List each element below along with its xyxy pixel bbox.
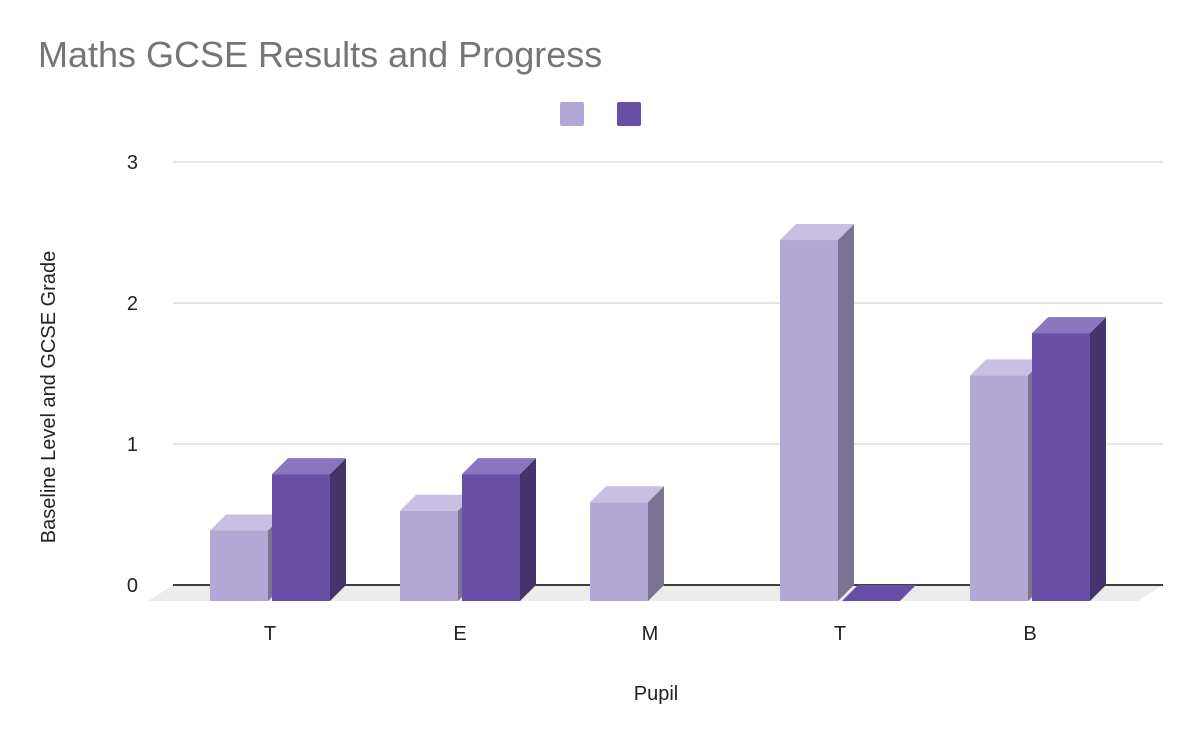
bar-front: [210, 530, 268, 601]
bar-top: [462, 458, 536, 475]
x-tick-label: M: [642, 623, 659, 645]
bar-front: [970, 375, 1028, 601]
y-tick-label: 2: [127, 293, 138, 315]
bar-side: [520, 458, 536, 601]
y-axis-title: Baseline Level and GCSE Grade: [38, 251, 60, 543]
chart-title: Maths GCSE Results and Progress: [38, 34, 603, 75]
legend-swatch-series-1: [560, 102, 584, 126]
x-tick-label: T: [264, 623, 276, 645]
y-tick-label: 3: [127, 152, 138, 174]
legend: [560, 102, 641, 126]
bar-front: [1032, 333, 1090, 601]
bar-side: [1090, 317, 1106, 601]
bar-front: [400, 510, 458, 601]
x-tick-label: T: [834, 623, 846, 645]
x-axis-title: Pupil: [634, 683, 678, 705]
bar-top: [272, 458, 346, 475]
bar-front: [780, 240, 838, 602]
bar-side: [838, 224, 854, 602]
legend-swatch-series-2: [617, 102, 641, 126]
bar-front: [462, 474, 520, 601]
x-tick-label: B: [1023, 623, 1036, 645]
bar-front: [272, 474, 330, 601]
bar-top: [590, 486, 664, 503]
y-tick-label: 1: [127, 434, 138, 456]
x-tick-label: E: [453, 623, 466, 645]
bar-top: [1032, 317, 1106, 334]
bar-top: [400, 494, 474, 511]
bar-front: [590, 502, 648, 601]
y-tick-label: 0: [127, 575, 138, 597]
bar-top: [970, 359, 1044, 376]
bar-side: [648, 486, 664, 601]
bar-top: [780, 224, 854, 241]
bar-side: [330, 458, 346, 601]
bar-top: [842, 585, 916, 601]
bar-top: [210, 514, 284, 531]
